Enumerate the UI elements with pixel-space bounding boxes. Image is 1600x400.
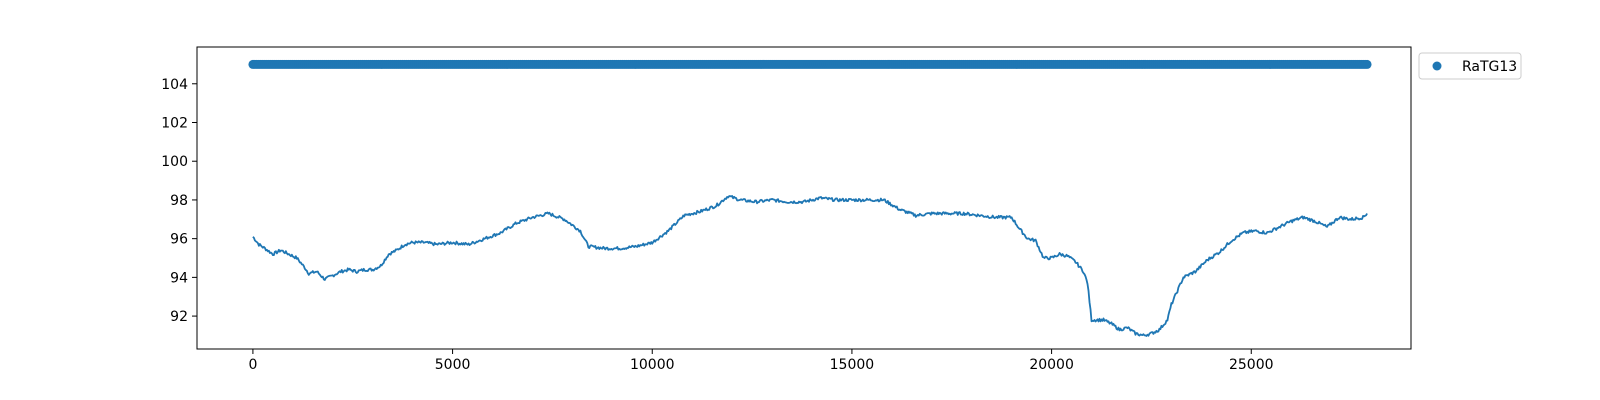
plot-frame — [196, 46, 1412, 350]
y-tick-label: 98 — [170, 193, 188, 209]
x-tick-label: 15000 — [830, 357, 875, 373]
legend-marker — [1432, 61, 1442, 71]
plot-area — [248, 59, 1372, 337]
legend-box — [1418, 52, 1522, 80]
y-tick-label: 100 — [161, 154, 188, 170]
x-tick-label: 20000 — [1029, 357, 1074, 373]
x-tick-label: 5000 — [435, 357, 471, 373]
axes: 0 5000 10000 15000 20000 25000 92 94 96 98 100 102 1… — [161, 46, 1412, 373]
y-tick-label: 102 — [161, 116, 188, 132]
scatter-point — [1362, 59, 1372, 69]
x-tick-label: 0 — [248, 357, 257, 373]
x-tick-label: 25000 — [1229, 357, 1274, 373]
legend-label: RaTG13 — [1462, 59, 1517, 75]
series-scatter-RaTG13 — [248, 59, 1372, 69]
y-tick-label: 104 — [161, 77, 188, 93]
y-tick-label: 94 — [170, 270, 188, 286]
y-tick-label: 96 — [170, 232, 188, 248]
series-line-1 — [252, 195, 1368, 337]
legend: RaTG13 — [1418, 52, 1522, 80]
y-tick-label: 92 — [170, 309, 188, 325]
x-tick-label: 10000 — [630, 357, 675, 373]
